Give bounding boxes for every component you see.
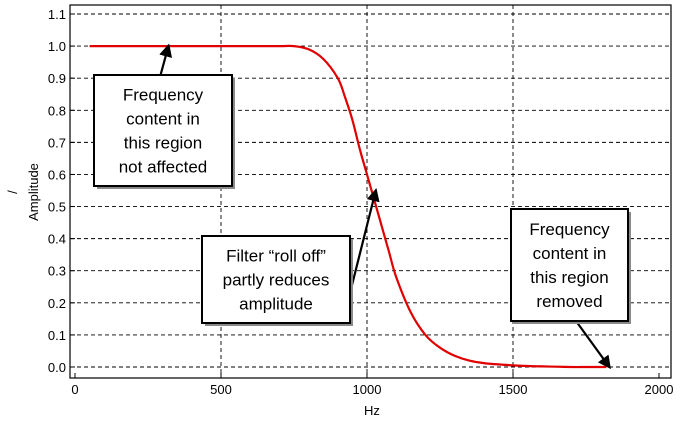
y-tick-label: 0.5 (48, 200, 66, 215)
y-tick-label: 0.2 (48, 296, 66, 311)
annotation-text-line: this region (124, 134, 202, 153)
x-tick-label: 0 (71, 382, 78, 397)
annotation-box (201, 235, 351, 324)
annotation-text-line: content in (533, 244, 607, 263)
y-axis-label-marker: / (5, 190, 20, 194)
series (89, 44, 607, 369)
annotation-box (93, 74, 233, 187)
x-tick-label: 1500 (499, 382, 528, 397)
response-curve (89, 44, 607, 369)
y-tick-label: 0.6 (48, 167, 66, 182)
annotation-text-line: Filter “roll off” (226, 247, 326, 266)
annotation-text-line: removed (536, 292, 602, 311)
y-tick-label: 0.3 (48, 264, 66, 279)
y-tick-label: 0.8 (48, 103, 66, 118)
annotation-text-line: Frequency (123, 86, 204, 105)
annotation-text-line: Frequency (529, 220, 610, 239)
annotation-text-line: amplitude (239, 295, 313, 314)
y-tick-label: 0.9 (48, 71, 66, 86)
x-tick-label: 2000 (645, 382, 674, 397)
x-tick-label: 500 (210, 382, 232, 397)
annotation-arrow (575, 320, 611, 370)
annotation-text-line: partly reduces (223, 271, 330, 290)
annotation-rolloff: Filter “roll off” partly reduces amplitude (201, 187, 380, 326)
annotation-arrow (348, 187, 380, 294)
y-axis-label: Amplitude (26, 163, 41, 221)
annotation-text-line: this region (530, 268, 608, 287)
x-tick-label: 1000 (353, 382, 382, 397)
annotation-text-line: content in (126, 110, 200, 129)
x-axis-ticks: 0 500 1000 1500 2000 (71, 373, 673, 397)
y-tick-label: 0.4 (48, 232, 66, 247)
y-tick-label: 0.7 (48, 135, 66, 150)
y-axis-ticks: 0.0 0.1 0.2 0.3 0.4 0.5 0.6 0.7 0.8 0.9 1.0 1.1 (48, 7, 75, 375)
annotation-passband: Frequency content in this region not affect… (93, 43, 235, 189)
annotation-text-line: not affected (119, 158, 208, 177)
annotation-box (510, 208, 629, 322)
x-axis-label: Hz (364, 403, 380, 418)
y-tick-label: 0.0 (48, 360, 66, 375)
annotation-stopband: Frequency content in this region removed (510, 208, 631, 370)
annotation-arrow (158, 43, 173, 78)
y-tick-label: 1.1 (48, 7, 66, 22)
y-tick-label: 0.1 (48, 328, 66, 343)
annotations: Frequency content in this region not affect… (93, 43, 631, 370)
plot-frame (69, 4, 672, 379)
y-tick-label: 1.0 (48, 39, 66, 54)
